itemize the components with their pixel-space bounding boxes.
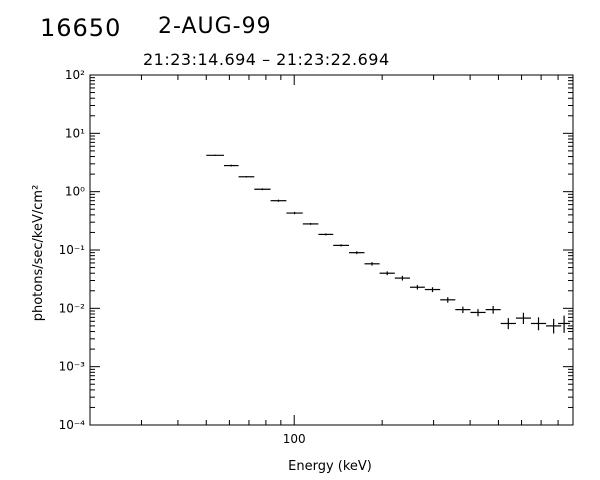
data-point	[348, 251, 365, 255]
data-point	[409, 285, 425, 290]
y-tick-label: 10²	[65, 68, 85, 82]
data-point	[470, 309, 486, 317]
burst-number: 16650	[40, 14, 122, 42]
data-point	[302, 223, 319, 225]
burst-date: 2-AUG-99	[158, 14, 272, 39]
x-axis-label: Energy (keV)	[288, 459, 372, 474]
tick-labels: 10⁻⁴ 10⁻³ 10⁻² 10⁻¹ 10⁰ 10¹ 10² 100	[59, 68, 306, 446]
data-point	[530, 317, 547, 331]
y-axis-label: photons/sec/keV/cm²	[31, 185, 46, 322]
plot-frame	[89, 74, 574, 426]
data-point	[364, 262, 380, 266]
data-point	[515, 312, 531, 324]
data-points	[206, 154, 600, 352]
data-point	[379, 271, 395, 276]
data-point	[455, 306, 471, 314]
y-tick-label: 10¹	[65, 126, 85, 140]
data-point	[567, 318, 573, 341]
plot-axes	[89, 74, 574, 426]
time-range: 21:23:14.694 – 21:23:22.694	[143, 50, 390, 69]
data-point	[223, 164, 239, 167]
y-tick-label: 10⁻³	[59, 360, 86, 374]
data-point	[500, 318, 516, 330]
data-point	[286, 211, 303, 215]
data-point	[394, 275, 410, 281]
data-point	[254, 188, 271, 191]
data-point	[238, 176, 255, 178]
data-point	[558, 315, 571, 333]
y-tick-label: 10⁻¹	[59, 243, 86, 257]
y-tick-label: 10⁰	[65, 185, 85, 199]
data-point	[546, 318, 562, 334]
y-tick-label: 10⁻⁴	[59, 418, 86, 432]
data-point	[270, 199, 287, 202]
data-point	[206, 154, 224, 156]
axis-ticks	[89, 74, 574, 426]
data-point	[424, 287, 441, 293]
data-point	[485, 305, 501, 314]
x-tick-label: 100	[283, 432, 306, 446]
data-point	[577, 326, 590, 352]
data-point	[588, 319, 600, 343]
y-tick-label: 10⁻²	[59, 301, 86, 315]
data-point	[318, 233, 334, 236]
data-point	[440, 297, 456, 303]
data-point	[333, 244, 349, 247]
